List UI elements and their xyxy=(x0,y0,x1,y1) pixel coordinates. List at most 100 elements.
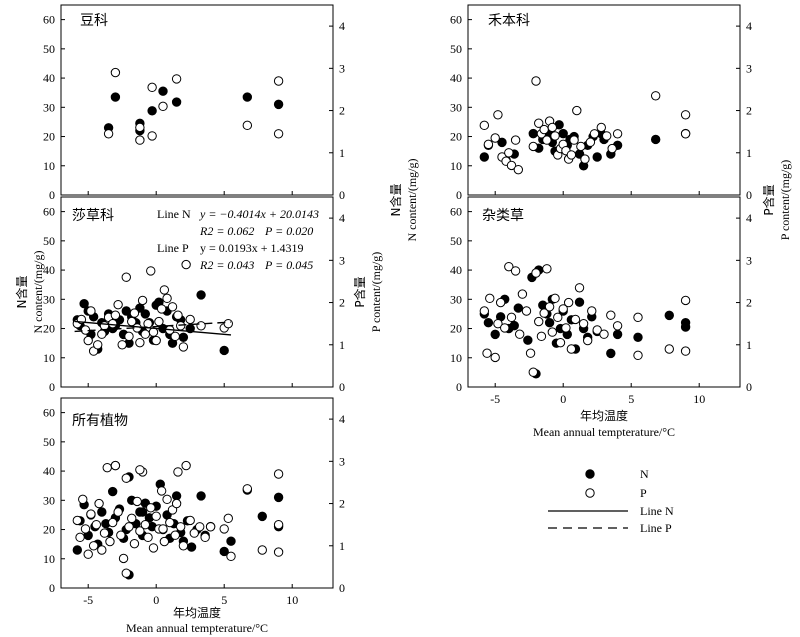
n-point xyxy=(664,310,674,321)
p-point xyxy=(599,329,609,339)
x-tick-label: 0 xyxy=(560,392,566,406)
p-point xyxy=(226,551,236,562)
p-point xyxy=(75,532,85,543)
p-point xyxy=(531,76,541,86)
p-point xyxy=(528,141,538,152)
right-y-tick-label: 2 xyxy=(746,104,752,118)
p-point xyxy=(506,312,517,323)
p-point xyxy=(151,511,161,521)
p-point xyxy=(633,350,643,361)
p-point xyxy=(680,346,691,356)
p-point xyxy=(525,348,536,358)
p-point xyxy=(539,308,549,318)
p-point xyxy=(606,310,616,320)
p-point xyxy=(572,105,582,116)
p-point xyxy=(135,526,145,536)
right-ylabel-cn: P含量 xyxy=(761,184,776,215)
left-y-tick-label: 10 xyxy=(450,351,462,365)
p-point xyxy=(607,143,617,154)
panel-title: 所有植物 xyxy=(72,413,128,429)
n-point xyxy=(158,86,168,96)
panel-forbs: 杂类草 0 10 20 30 40 50 60 0 1 2 3 4 -5 0 5 10 xyxy=(450,196,752,406)
p-point xyxy=(589,129,600,139)
left-y-tick-label: 10 xyxy=(450,159,462,173)
legend: N P Line N Line P xyxy=(548,467,674,535)
left-ylabel-en: N content/(mg/g) xyxy=(31,251,45,334)
right-ylabel-en: P content/(mg/g) xyxy=(778,160,792,241)
p-point xyxy=(137,295,148,306)
n-point xyxy=(257,511,267,522)
right-ylabel-en: P content/(mg/g) xyxy=(369,252,383,333)
plot-frame xyxy=(467,4,741,196)
n-point xyxy=(497,137,507,148)
n-point xyxy=(107,486,118,497)
p-point xyxy=(510,135,521,145)
left-y-tick-label: 0 xyxy=(49,581,55,595)
n-point xyxy=(147,106,157,116)
n-point xyxy=(483,317,494,328)
right-y-tick-label: 2 xyxy=(339,104,345,118)
p-point xyxy=(135,465,145,475)
right-y-tick-label: 0 xyxy=(746,188,752,202)
left-y-tick-label: 10 xyxy=(43,351,55,365)
left-ylabel-cn: N含量 xyxy=(14,276,29,309)
left-y-tick-label: 50 xyxy=(43,435,55,449)
legend-p-label: P xyxy=(640,486,647,500)
p-point xyxy=(566,344,577,354)
p-point xyxy=(110,310,121,320)
line-n-equation: y = −0.4014x + 20.0143 xyxy=(199,207,319,221)
p-point xyxy=(151,335,161,346)
legend-n-label: N xyxy=(640,467,649,481)
n-point xyxy=(196,491,206,501)
line-p-r2: R2 = 0.043 xyxy=(199,258,254,272)
right-axis-title-left-column: P含量 P content/(mg/g) xyxy=(352,252,383,333)
p-point xyxy=(129,538,140,549)
plot-frame xyxy=(60,397,334,589)
p-point xyxy=(550,293,560,304)
p-point xyxy=(103,129,114,139)
p-point xyxy=(80,524,91,534)
p-point xyxy=(479,306,490,316)
p-point xyxy=(113,299,123,310)
n-point xyxy=(592,152,602,162)
p-point xyxy=(493,318,503,329)
n-point xyxy=(479,152,490,162)
right-y-tick-label: 4 xyxy=(339,19,345,33)
left-y-tick-label: 50 xyxy=(43,42,55,56)
line-n-r2: R2 = 0.062 xyxy=(199,224,254,238)
p-point xyxy=(566,150,577,160)
p-point xyxy=(578,318,589,329)
p-point xyxy=(200,532,210,543)
p-point xyxy=(273,129,284,139)
plot-frame xyxy=(60,4,334,196)
p-point xyxy=(140,519,151,530)
p-point xyxy=(97,329,107,339)
p-point xyxy=(513,164,524,175)
p-point xyxy=(633,312,643,323)
p-point xyxy=(580,154,590,164)
p-point xyxy=(510,266,521,276)
p-point xyxy=(547,122,558,133)
p-point xyxy=(175,321,186,331)
p-point xyxy=(514,329,525,339)
p-point xyxy=(592,325,602,335)
right-y-tick-label: 3 xyxy=(746,253,752,267)
n-point xyxy=(97,507,107,517)
p-point xyxy=(86,306,96,316)
line-n-p: P = 0.020 xyxy=(264,224,313,238)
left-y-tick-label: 40 xyxy=(43,263,55,277)
left-y-tick-label: 30 xyxy=(43,100,55,114)
fit-line-p xyxy=(74,321,232,333)
p-point xyxy=(170,530,180,540)
p-point xyxy=(121,272,131,282)
p-point xyxy=(156,304,167,314)
p-point xyxy=(140,329,151,339)
n-point xyxy=(544,317,555,328)
p-point xyxy=(170,331,180,342)
p-point xyxy=(596,122,606,133)
right-y-tick-label: 2 xyxy=(339,296,345,310)
p-point xyxy=(110,67,121,78)
xlabel-en-right: Mean annual tempterature/°C xyxy=(533,425,675,439)
p-point xyxy=(156,486,167,496)
